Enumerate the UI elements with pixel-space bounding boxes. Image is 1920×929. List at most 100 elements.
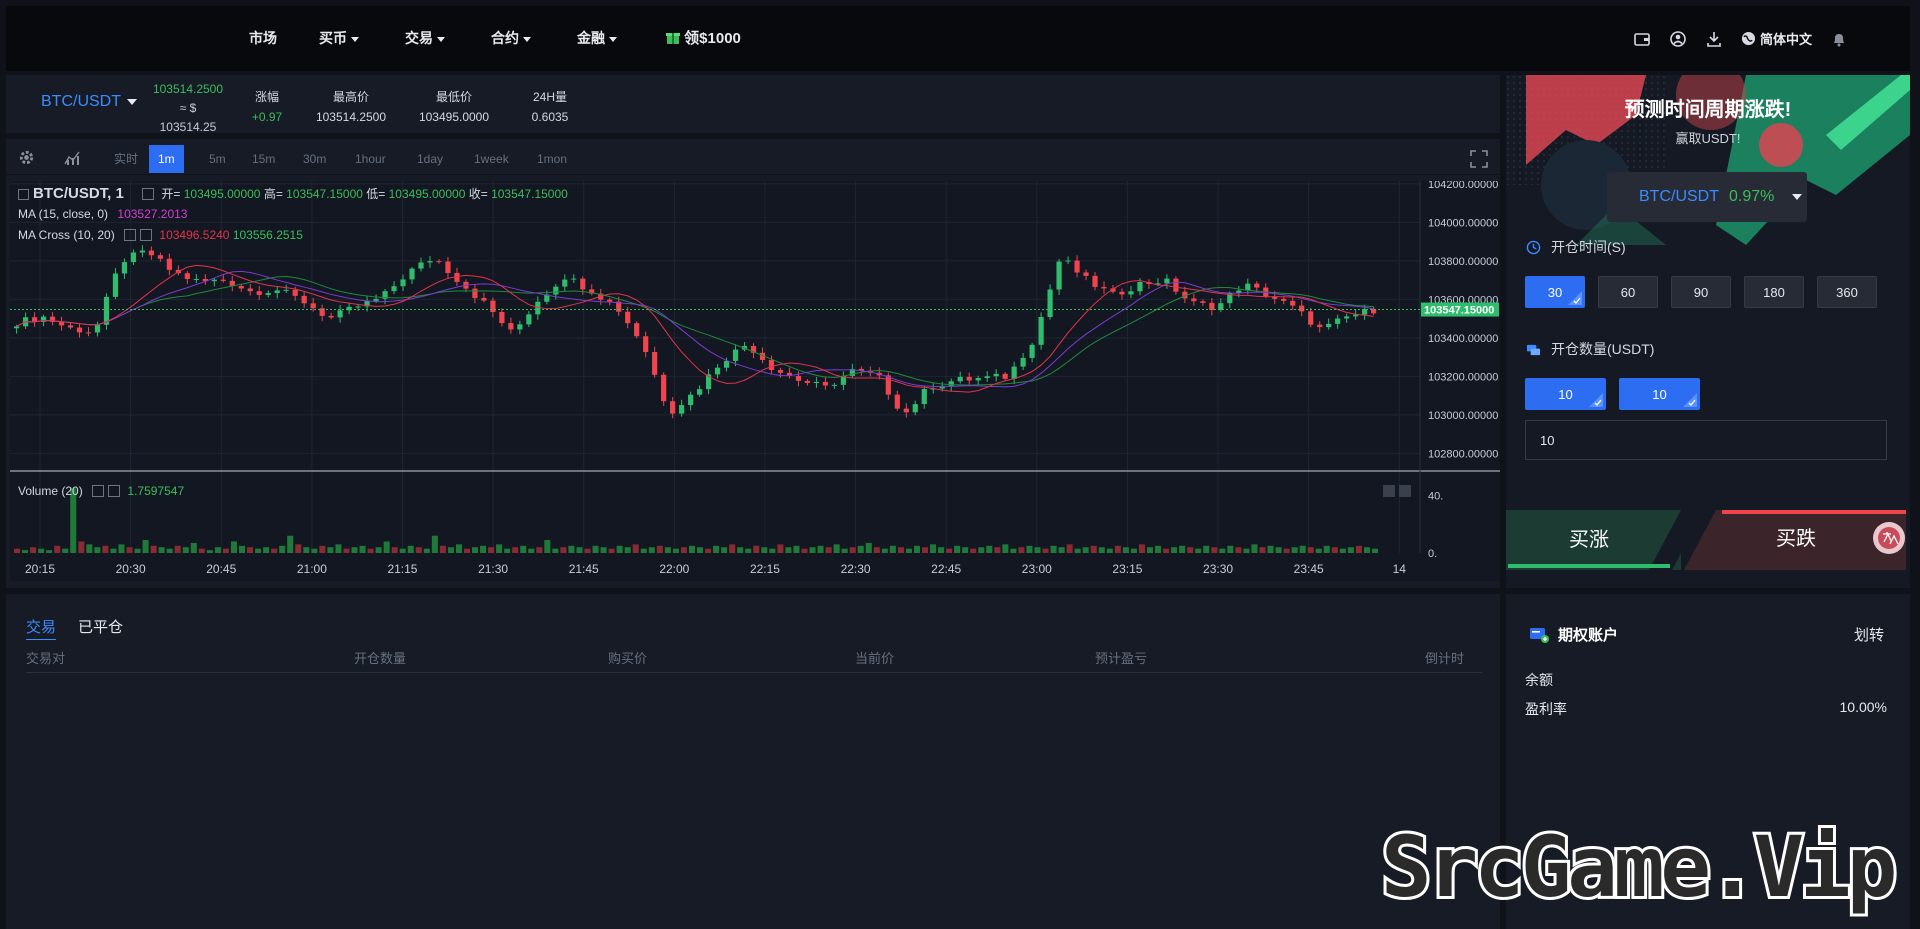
- nav-item-trade[interactable]: 交易: [405, 6, 445, 71]
- chart-background: [10, 181, 1500, 581]
- candle: [472, 288, 478, 299]
- candle: [1308, 311, 1314, 325]
- x-tick-label: 20:45: [206, 562, 236, 576]
- volume-bar: [1018, 547, 1025, 553]
- volume-bar: [238, 545, 246, 553]
- volume-bar: [118, 544, 125, 553]
- tf-1m[interactable]: 1m: [149, 145, 184, 173]
- settings-icon[interactable]: [124, 229, 137, 241]
- fullscreen-icon[interactable]: [1470, 150, 1488, 168]
- candle: [508, 323, 514, 330]
- time-option-90[interactable]: 90: [1671, 276, 1731, 308]
- qty-option-1[interactable]: 10: [1525, 378, 1606, 410]
- settings-gear-icon[interactable]: [18, 149, 35, 166]
- candle: [1254, 283, 1260, 288]
- checkmark-icon: [1568, 291, 1582, 305]
- collapse-icon[interactable]: [18, 189, 29, 200]
- candle: [723, 360, 730, 368]
- candle: [607, 299, 613, 302]
- time-option-60[interactable]: 60: [1598, 276, 1658, 308]
- volume-bar: [697, 547, 704, 553]
- qty-amount-input[interactable]: [1525, 420, 1887, 460]
- candle: [265, 293, 271, 295]
- candle: [1353, 314, 1359, 317]
- tab-trading[interactable]: 交易: [26, 616, 57, 640]
- volume-bar: [295, 544, 302, 553]
- candle: [247, 288, 253, 292]
- nav-item-market[interactable]: 市场: [249, 30, 277, 46]
- x-tick-label: 21:00: [297, 562, 327, 576]
- tf-realtime[interactable]: 实时: [114, 152, 139, 166]
- volume-bar: [1267, 545, 1274, 553]
- time-option-30[interactable]: 30: [1525, 276, 1585, 308]
- close-icon[interactable]: [140, 229, 153, 241]
- language-selector[interactable]: 简体中文: [1741, 29, 1812, 48]
- volume-bar: [841, 548, 848, 553]
- volume-bar: [1082, 547, 1089, 553]
- tf-1hour[interactable]: 1hour: [355, 152, 386, 166]
- candle: [535, 301, 541, 315]
- col-current-price: 当前价: [855, 651, 895, 666]
- volume-bar: [616, 545, 623, 553]
- volume-bar: [745, 548, 752, 553]
- volume-bar: [30, 547, 37, 553]
- candle: [1164, 278, 1170, 284]
- tf-15m[interactable]: 15m: [252, 152, 276, 166]
- nav-item-buy-coin[interactable]: 买币: [319, 6, 359, 71]
- candle: [1335, 318, 1341, 324]
- volume-bar: [1363, 547, 1370, 553]
- volume-tick-label: 0.: [1428, 548, 1437, 560]
- tf-1day[interactable]: 1day: [417, 152, 444, 166]
- tf-5m[interactable]: 5m: [209, 152, 226, 166]
- translate-icon[interactable]: [1872, 521, 1906, 555]
- time-option-180[interactable]: 180: [1744, 276, 1804, 308]
- settings-icon[interactable]: [92, 485, 105, 497]
- time-option-360[interactable]: 360: [1817, 276, 1877, 308]
- volume-bar: [431, 535, 438, 553]
- close-icon[interactable]: [108, 485, 121, 497]
- indicators-icon[interactable]: [64, 151, 82, 165]
- qty-option-2[interactable]: 10: [1619, 378, 1700, 410]
- buy-down-button[interactable]: 买跌: [1776, 528, 1816, 550]
- price-chart[interactable]: 104200.00000 104000.00000 103800.00000 1036…: [10, 181, 1500, 581]
- tf-1week[interactable]: 1week: [474, 152, 509, 166]
- volume-bar: [1315, 548, 1322, 553]
- volume-bar: [520, 545, 527, 553]
- volume-bar: [62, 548, 69, 553]
- settings-icon[interactable]: [142, 188, 155, 200]
- candle: [328, 315, 334, 318]
- volume-bar: [1155, 545, 1162, 553]
- transfer-link[interactable]: 划转: [1853, 627, 1884, 644]
- tf-1mon[interactable]: 1mon: [537, 152, 568, 166]
- volume-bar: [705, 548, 712, 553]
- wallet-icon[interactable]: [1633, 30, 1651, 48]
- nav-item-finance[interactable]: 金融: [577, 6, 617, 71]
- volume-bar: [504, 548, 511, 553]
- nav-promo-link[interactable]: 领$1000: [666, 6, 741, 71]
- pair-selector[interactable]: BTC/USDT: [41, 93, 137, 111]
- y-tick-label: 104000.00000: [1428, 217, 1498, 229]
- tab-closed[interactable]: 已平仓: [78, 619, 124, 636]
- candle: [930, 388, 936, 390]
- tf-30m[interactable]: 30m: [303, 152, 327, 166]
- candle: [544, 294, 550, 302]
- volume-bar: [962, 547, 969, 553]
- candle: [571, 278, 577, 280]
- candle: [1344, 316, 1350, 319]
- nav-item-contract[interactable]: 合约: [491, 6, 531, 71]
- volume-bar: [873, 547, 880, 553]
- volume-bar: [560, 547, 567, 553]
- candle: [688, 394, 694, 406]
- volume-bar: [713, 545, 720, 553]
- order-pair-selector[interactable]: BTC/USDT 0.97%: [1607, 172, 1807, 222]
- volume-bar: [174, 545, 181, 553]
- user-icon[interactable]: [1669, 30, 1687, 48]
- bell-icon[interactable]: [1830, 30, 1848, 48]
- volume-bar: [455, 544, 462, 553]
- chart-symbol-legend: BTC/USDT, 1 开= 103495.00000 高= 103547.15…: [18, 185, 568, 202]
- buy-up-button[interactable]: 买涨: [1508, 512, 1670, 568]
- volume-bar: [1002, 544, 1009, 553]
- volume-bar: [592, 545, 599, 553]
- download-icon[interactable]: [1705, 30, 1723, 48]
- chevron-down-icon: [351, 36, 359, 42]
